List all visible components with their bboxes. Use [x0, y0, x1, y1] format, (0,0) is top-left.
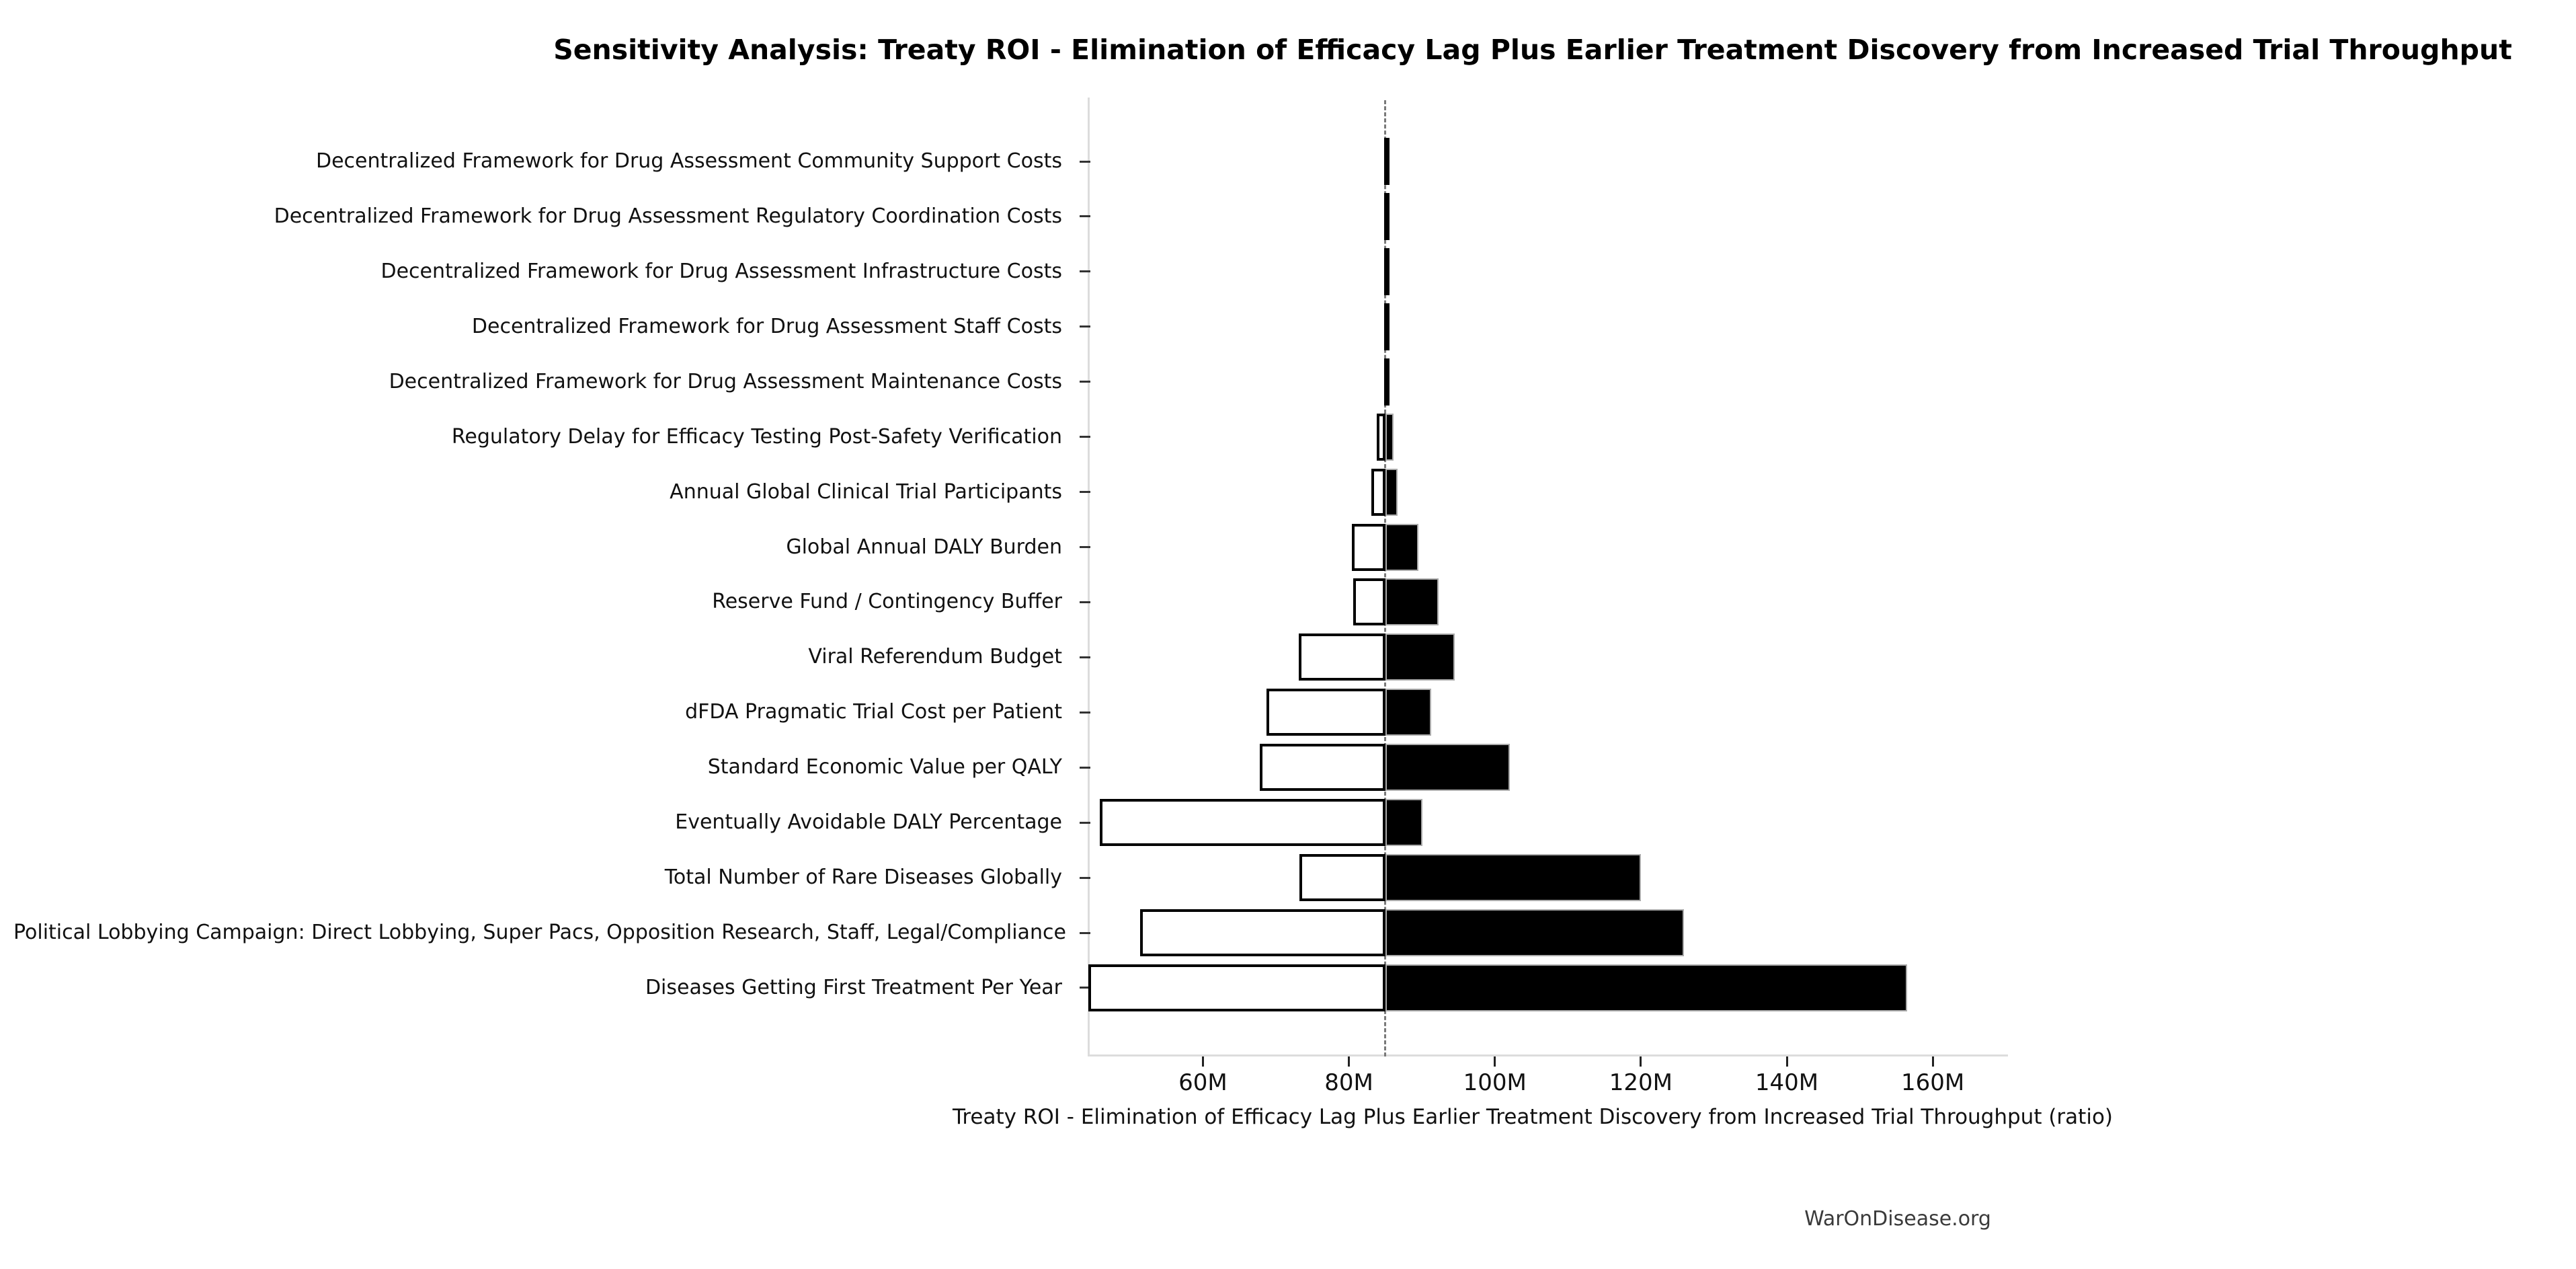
y-tick-mark — [1080, 821, 1090, 824]
category-label: Viral Referendum Budget — [808, 645, 1062, 669]
tornado-bar-low-side — [1371, 468, 1385, 516]
x-tick-label: 100M — [1463, 1069, 1527, 1096]
tornado-bar-low-side — [1260, 744, 1385, 792]
x-tick-mark — [1201, 1056, 1204, 1067]
y-tick-mark — [1080, 270, 1090, 273]
y-tick-mark — [1080, 987, 1090, 989]
y-tick-mark — [1080, 931, 1090, 934]
y-axis-spine — [1088, 98, 1090, 1056]
tornado-bar-low-side — [1376, 413, 1385, 461]
tornado-bar-high-side — [1385, 964, 1908, 1011]
x-tick-label: 140M — [1755, 1069, 1819, 1096]
category-label: Decentralized Framework for Drug Assessm… — [471, 314, 1062, 338]
base-value-dashed-line — [1384, 100, 1387, 1056]
tornado-bar-low-side — [1100, 799, 1385, 847]
category-label: Regulatory Delay for Efficacy Testing Po… — [451, 424, 1062, 449]
tornado-bar-low-side — [1383, 247, 1390, 295]
tornado-bar-high-side — [1385, 689, 1432, 736]
y-tick-mark — [1080, 436, 1090, 438]
tornado-bar-low-side — [1299, 854, 1385, 902]
y-tick-mark — [1080, 711, 1090, 714]
tornado-bar-low-side — [1266, 689, 1385, 736]
tornado-bar-high-side — [1385, 799, 1423, 847]
category-label: Reserve Fund / Contingency Buffer — [712, 590, 1062, 614]
tornado-bar-high-side — [1385, 578, 1439, 626]
y-tick-mark — [1080, 215, 1090, 218]
tornado-bar-low-side — [1353, 578, 1385, 626]
category-label: Annual Global Clinical Trial Participant… — [670, 479, 1062, 504]
x-tick-label: 160M — [1901, 1069, 1965, 1096]
category-label: Global Annual DALY Burden — [786, 535, 1062, 559]
tornado-bar-high-side — [1385, 413, 1394, 461]
category-label: Standard Economic Value per QALY — [707, 755, 1062, 779]
category-label: Decentralized Framework for Drug Assessm… — [389, 369, 1062, 393]
category-label: Total Number of Rare Diseases Globally — [664, 866, 1062, 890]
y-tick-mark — [1080, 656, 1090, 658]
tornado-bar-high-side — [1385, 744, 1511, 792]
tornado-bar-low-side — [1088, 964, 1385, 1011]
category-label: Decentralized Framework for Drug Assessm… — [274, 204, 1062, 228]
tornado-bar-low-side — [1298, 633, 1385, 681]
chart-title: Sensitivity Analysis: Treaty ROI - Elimi… — [553, 34, 2512, 66]
tornado-bar-high-side — [1385, 633, 1455, 681]
x-tick-mark — [1640, 1056, 1642, 1067]
x-axis-title: Treaty ROI - Elimination of Efficacy Lag… — [952, 1105, 2114, 1129]
x-tick-label: 60M — [1178, 1069, 1227, 1096]
tornado-bar-low-side — [1351, 523, 1385, 571]
category-label: Eventually Avoidable DALY Percentage — [675, 810, 1062, 835]
y-tick-mark — [1080, 325, 1090, 328]
tornado-bar-low-side — [1383, 192, 1390, 240]
tornado-bar-high-side — [1385, 523, 1418, 571]
tornado-bar-low-side — [1140, 909, 1385, 957]
x-tick-mark — [1348, 1056, 1351, 1067]
tornado-bar-low-side — [1383, 138, 1390, 185]
tornado-bar-low-side — [1383, 358, 1390, 406]
y-tick-mark — [1080, 491, 1090, 494]
category-label: dFDA Pragmatic Trial Cost per Patient — [685, 700, 1062, 724]
x-tick-label: 80M — [1324, 1069, 1373, 1096]
tornado-bar-high-side — [1385, 468, 1398, 516]
tornado-bar-low-side — [1383, 303, 1390, 350]
x-tick-mark — [1494, 1056, 1496, 1067]
x-tick-mark — [1785, 1056, 1788, 1067]
category-label: Diseases Getting First Treatment Per Yea… — [645, 975, 1062, 999]
x-tick-mark — [1931, 1056, 1934, 1067]
category-label: Decentralized Framework for Drug Assessm… — [316, 149, 1062, 173]
y-tick-mark — [1080, 766, 1090, 769]
y-tick-mark — [1080, 601, 1090, 603]
y-tick-mark — [1080, 876, 1090, 879]
y-tick-mark — [1080, 160, 1090, 163]
x-axis-spine — [1088, 1054, 2008, 1056]
tornado-bar-high-side — [1385, 909, 1684, 957]
category-label: Political Lobbying Campaign: Direct Lobb… — [13, 921, 1066, 945]
y-tick-mark — [1080, 546, 1090, 548]
x-tick-label: 120M — [1609, 1069, 1673, 1096]
footer-watermark: WarOnDisease.org — [1804, 1207, 1991, 1231]
y-tick-mark — [1080, 381, 1090, 383]
category-label: Decentralized Framework for Drug Assessm… — [380, 259, 1062, 283]
tornado-bar-high-side — [1385, 854, 1641, 902]
